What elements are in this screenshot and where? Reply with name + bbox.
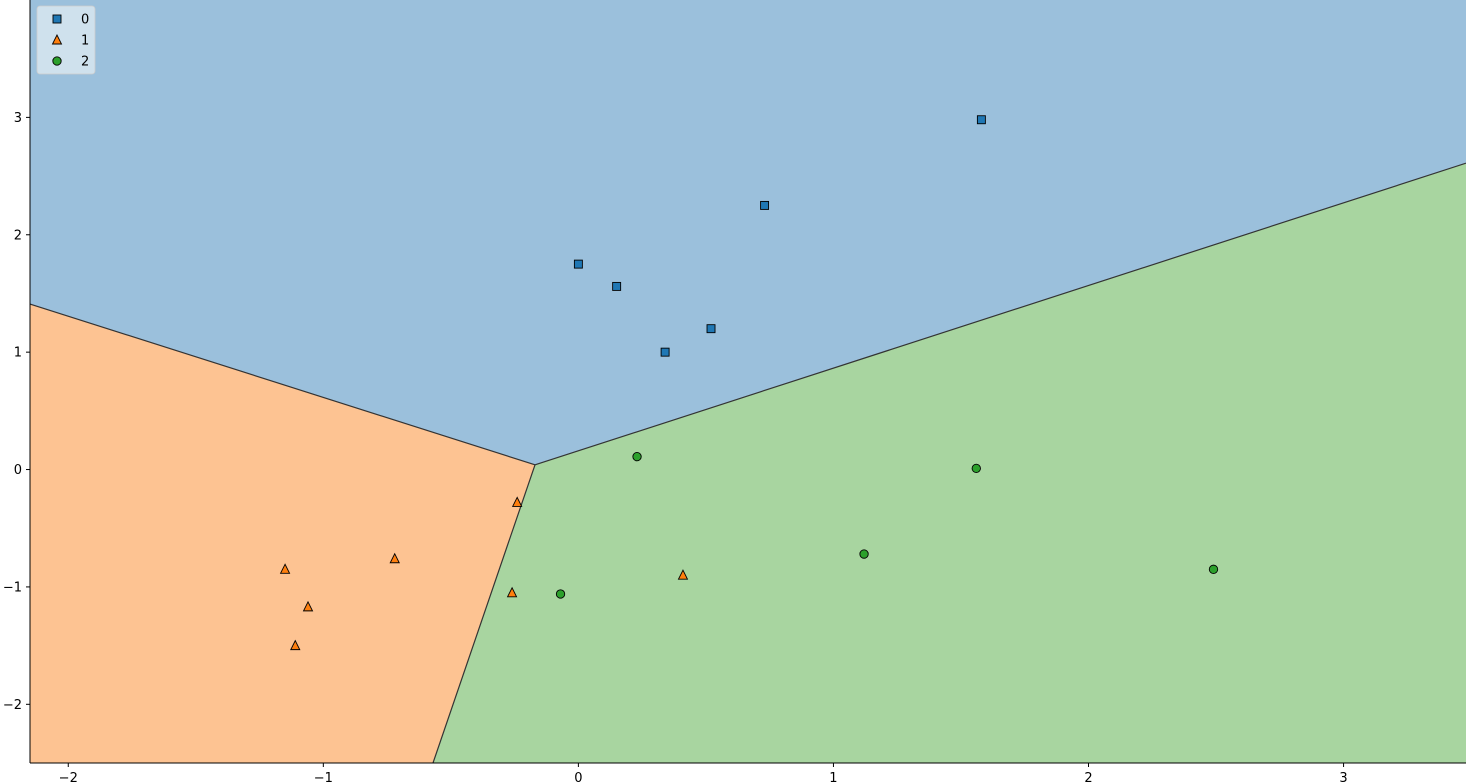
x-tick-label: −1	[314, 771, 333, 784]
y-tick-label: 2	[14, 228, 22, 243]
point-class-1	[511, 496, 523, 507]
boundary-1-2	[432, 464, 536, 764]
point-class-2	[555, 589, 566, 599]
legend-box	[36, 5, 96, 75]
point-class-2	[859, 549, 869, 559]
point-class-0	[976, 115, 986, 125]
point-class-1	[677, 569, 689, 580]
legend-label-2: 2	[81, 55, 89, 70]
point-class-1	[279, 563, 291, 574]
point-class-0	[612, 281, 622, 291]
legend-marker-2	[52, 56, 62, 66]
point-class-1	[506, 586, 518, 598]
y-tick-label: 0	[14, 463, 22, 478]
y-tick-label: −1	[3, 580, 22, 595]
y-tick-label: 1	[14, 346, 22, 361]
boundary-0-1	[29, 303, 536, 466]
region-class-0	[30, 0, 1466, 465]
region-class-2	[432, 163, 1466, 763]
y-tick-label: −2	[3, 698, 22, 713]
x-tick-label: 0	[574, 771, 582, 784]
decision-regions	[30, 0, 1466, 763]
point-class-0	[573, 259, 583, 269]
y-tick-label: 3	[14, 111, 22, 126]
x-tick-label: −2	[59, 771, 78, 784]
point-class-0	[660, 347, 670, 357]
decision-boundaries	[29, 162, 1466, 764]
point-class-1	[302, 600, 314, 612]
point-class-0	[760, 200, 770, 210]
point-class-1	[389, 552, 400, 564]
x-tick-label: 2	[1084, 771, 1092, 784]
legend-label-1: 1	[81, 34, 89, 49]
data-points	[279, 115, 1219, 651]
point-class-2	[1208, 564, 1219, 574]
point-class-2	[632, 451, 642, 462]
region-class-1	[30, 304, 536, 763]
legend-marker-1	[51, 33, 63, 45]
point-class-0	[706, 324, 716, 334]
legend-marker-0	[52, 14, 62, 24]
point-class-1	[290, 639, 301, 651]
point-class-2	[971, 463, 981, 474]
axes: −2 −1 0 1 2 3 −2 −1 0 1 2 3	[3, 0, 1466, 784]
x-tick-label: 3	[1339, 771, 1347, 784]
legend: 0 1 2	[36, 5, 96, 75]
x-tick-label: 1	[829, 771, 837, 784]
boundary-0-2	[534, 162, 1466, 466]
legend-label-0: 0	[81, 13, 89, 28]
